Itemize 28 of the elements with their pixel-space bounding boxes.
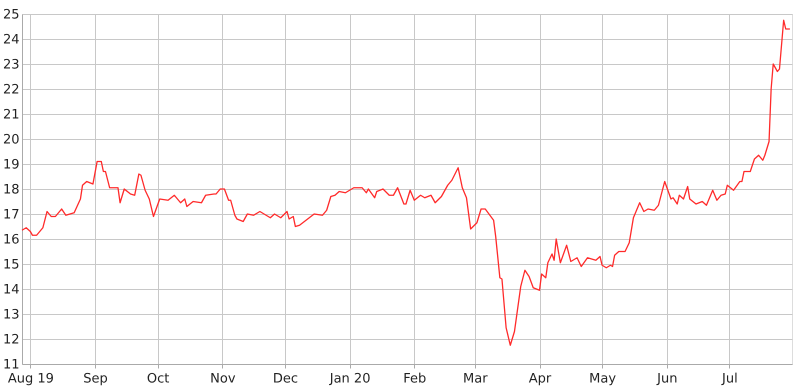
y-tick-label: 15 [2, 258, 20, 272]
x-tick-label: Jul [721, 372, 738, 386]
y-tick-label: 22 [2, 82, 20, 98]
y-tick-label: 17 [2, 208, 20, 222]
y-tick-label: 18 [2, 182, 20, 198]
y-tick-label: 19 [2, 158, 20, 172]
y-tick-label: 12 [2, 332, 20, 348]
x-tick-label: Mar [463, 372, 488, 386]
x-tick-label: Oct [146, 372, 170, 386]
y-tick-label: 24 [2, 32, 20, 48]
x-tick-label: Dec [272, 372, 298, 386]
y-tick-label: 20 [2, 132, 20, 148]
y-tick-label: 16 [2, 232, 20, 248]
x-tick-label: Nov [210, 372, 236, 386]
x-tick-label: Aug 19 [8, 372, 54, 386]
y-tick-label: 25 [2, 8, 20, 22]
y-tick-label: 11 [2, 358, 20, 372]
y-tick-label: 13 [2, 308, 20, 322]
x-tick-label: Feb [403, 372, 426, 386]
y-tick-label: 23 [2, 58, 20, 72]
x-tick-label: Apr [528, 372, 552, 386]
x-tick-label: Sep [83, 372, 108, 386]
x-tick-label: Jun [656, 372, 678, 386]
y-tick-label: 14 [2, 282, 20, 298]
x-tick-label: May [589, 372, 616, 386]
line-series [21, 20, 791, 346]
y-tick-label: 21 [2, 108, 20, 122]
x-tick-label: Jan 20 [328, 372, 370, 386]
